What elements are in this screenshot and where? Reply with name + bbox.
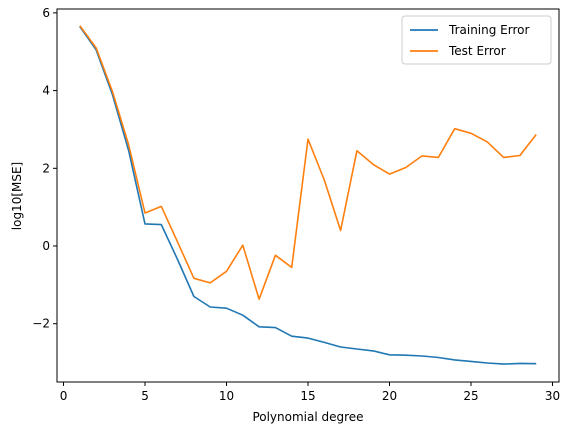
series-line-test-error: [79, 25, 537, 301]
y-tick-label: 6: [42, 6, 50, 20]
plot-area: [56, 8, 560, 383]
series-lines: [79, 25, 537, 365]
x-tick-label: 5: [141, 389, 149, 403]
x-tick-label: 30: [545, 389, 560, 403]
y-axis-ticks: −2 0 2 4 6: [32, 6, 57, 331]
y-tick-label: 0: [42, 239, 50, 253]
y-tick-label: 4: [42, 84, 50, 98]
legend-box: [401, 15, 552, 65]
y-tick-label: −2: [32, 317, 50, 331]
legend-label-test-error: Test Error: [448, 44, 506, 58]
x-tick-label: 15: [300, 389, 315, 403]
legend: Training Error Test Error: [401, 15, 552, 65]
series-line-training-error: [79, 26, 537, 365]
x-axis-ticks: 0 5 10 15 20 25 30: [60, 382, 560, 403]
x-tick-label: 10: [219, 389, 234, 403]
y-axis-label: log10[MSE]: [10, 162, 24, 230]
x-tick-label: 20: [382, 389, 397, 403]
x-axis-label: Polynomial degree: [252, 410, 363, 424]
legend-label-training-error: Training Error: [448, 23, 529, 37]
y-tick-label: 2: [42, 161, 50, 175]
x-tick-label: 25: [463, 389, 478, 403]
x-tick-label: 0: [60, 389, 68, 403]
